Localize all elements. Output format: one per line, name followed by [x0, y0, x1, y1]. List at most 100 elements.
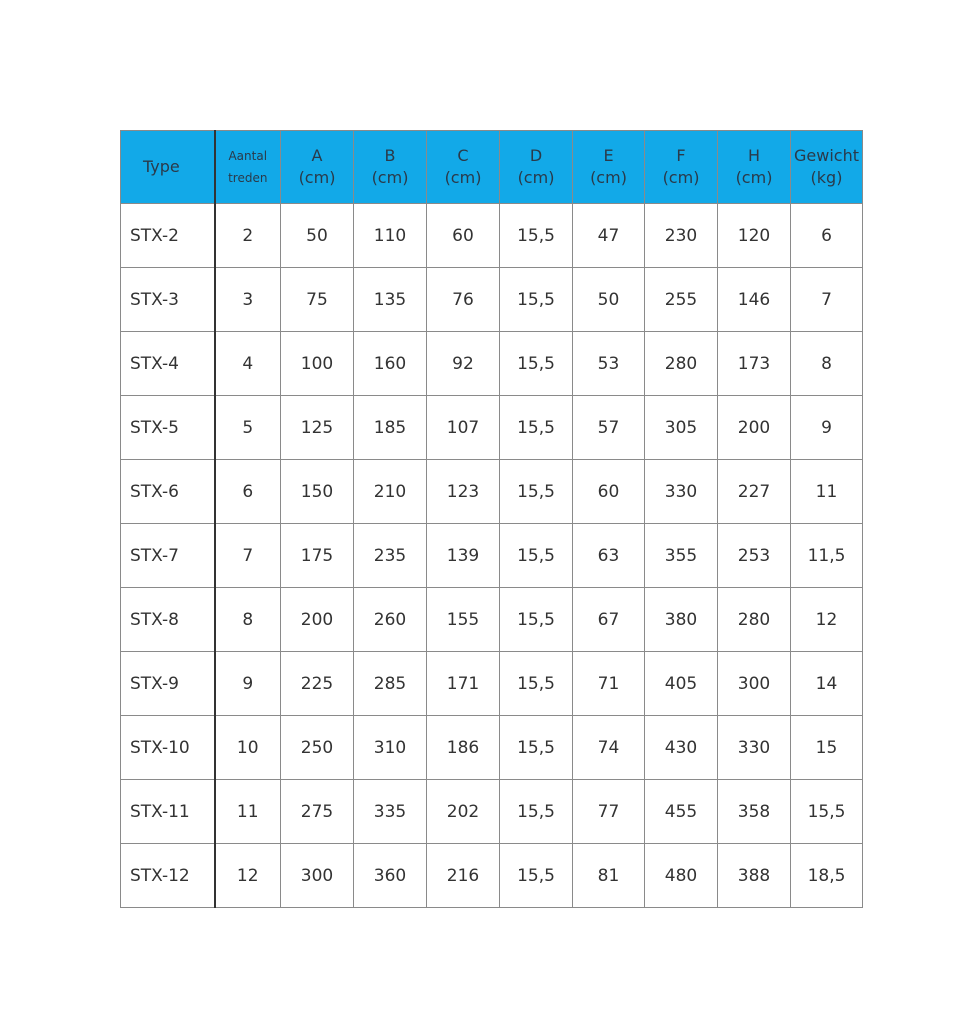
cell-e: 53 — [572, 331, 645, 396]
cell-weight: 9 — [790, 395, 863, 460]
cell-d: 15,5 — [499, 715, 573, 780]
cell-weight: 15,5 — [790, 779, 863, 844]
table-row: STX-11 11 275 335 202 15,5 77 455 358 15,5 — [120, 779, 863, 844]
cell-type: STX-2 — [120, 203, 216, 268]
cell-steps: 5 — [214, 395, 281, 460]
table-row: STX-8 8 200 260 155 15,5 67 380 280 12 — [120, 587, 863, 652]
cell-f: 405 — [644, 651, 718, 716]
cell-h: 300 — [717, 651, 791, 716]
cell-b: 160 — [353, 331, 427, 396]
cell-c: 202 — [426, 779, 500, 844]
cell-weight: 6 — [790, 203, 863, 268]
cell-f: 255 — [644, 267, 718, 332]
cell-e: 63 — [572, 523, 645, 588]
cell-steps: 12 — [214, 843, 281, 908]
cell-e: 50 — [572, 267, 645, 332]
cell-c: 107 — [426, 395, 500, 460]
cell-e: 77 — [572, 779, 645, 844]
cell-f: 455 — [644, 779, 718, 844]
cell-weight: 18,5 — [790, 843, 863, 908]
header-label: B — [384, 146, 396, 165]
cell-a: 75 — [280, 267, 354, 332]
cell-weight: 12 — [790, 587, 863, 652]
table-row: STX-12 12 300 360 216 15,5 81 480 388 18,5 — [120, 843, 863, 908]
cell-b: 310 — [353, 715, 427, 780]
specifications-table: Type Aantal treden A (cm) B (cm) C (cm) D (cm) E (cm… — [120, 130, 863, 908]
cell-e: 60 — [572, 459, 645, 524]
header-unit: (kg) — [810, 168, 843, 187]
cell-steps: 10 — [214, 715, 281, 780]
header-label: C — [457, 146, 469, 165]
cell-d: 15,5 — [499, 779, 573, 844]
cell-b: 185 — [353, 395, 427, 460]
cell-type: STX-4 — [120, 331, 216, 396]
cell-b: 110 — [353, 203, 427, 268]
cell-f: 380 — [644, 587, 718, 652]
cell-h: 280 — [717, 587, 791, 652]
header-weight: Gewicht (kg) — [790, 130, 863, 204]
cell-c: 92 — [426, 331, 500, 396]
cell-a: 200 — [280, 587, 354, 652]
header-unit: treden — [228, 171, 268, 185]
header-unit: (cm) — [590, 168, 627, 187]
cell-steps: 7 — [214, 523, 281, 588]
cell-f: 330 — [644, 459, 718, 524]
cell-h: 227 — [717, 459, 791, 524]
header-unit: (cm) — [662, 168, 700, 187]
cell-b: 235 — [353, 523, 427, 588]
cell-a: 300 — [280, 843, 354, 908]
cell-c: 186 — [426, 715, 500, 780]
cell-type: STX-7 — [120, 523, 216, 588]
cell-steps: 11 — [214, 779, 281, 844]
cell-a: 175 — [280, 523, 354, 588]
cell-a: 250 — [280, 715, 354, 780]
cell-f: 355 — [644, 523, 718, 588]
cell-e: 57 — [572, 395, 645, 460]
cell-d: 15,5 — [499, 843, 573, 908]
header-type: Type — [120, 130, 216, 204]
header-label: F — [676, 146, 686, 165]
cell-d: 15,5 — [499, 203, 573, 268]
header-label: H — [747, 146, 761, 165]
cell-weight: 15 — [790, 715, 863, 780]
cell-a: 100 — [280, 331, 354, 396]
cell-a: 150 — [280, 459, 354, 524]
table-row: STX-3 3 75 135 76 15,5 50 255 146 7 — [120, 267, 863, 332]
cell-steps: 8 — [214, 587, 281, 652]
table-row: STX-9 9 225 285 171 15,5 71 405 300 14 — [120, 651, 863, 716]
cell-b: 285 — [353, 651, 427, 716]
cell-h: 388 — [717, 843, 791, 908]
header-label: A — [311, 146, 323, 165]
cell-f: 230 — [644, 203, 718, 268]
cell-b: 360 — [353, 843, 427, 908]
cell-f: 305 — [644, 395, 718, 460]
cell-e: 81 — [572, 843, 645, 908]
cell-d: 15,5 — [499, 395, 573, 460]
header-e: E (cm) — [572, 130, 645, 204]
cell-f: 480 — [644, 843, 718, 908]
cell-f: 280 — [644, 331, 718, 396]
cell-a: 275 — [280, 779, 354, 844]
header-a: A (cm) — [280, 130, 354, 204]
cell-d: 15,5 — [499, 459, 573, 524]
cell-type: STX-3 — [120, 267, 216, 332]
table-row: STX-6 6 150 210 123 15,5 60 330 227 11 — [120, 459, 863, 524]
header-h: H (cm) — [717, 130, 791, 204]
cell-h: 173 — [717, 331, 791, 396]
cell-weight: 14 — [790, 651, 863, 716]
cell-steps: 2 — [214, 203, 281, 268]
header-unit: (cm) — [298, 168, 336, 187]
cell-type: STX-5 — [120, 395, 216, 460]
cell-c: 139 — [426, 523, 500, 588]
table-row: STX-7 7 175 235 139 15,5 63 355 253 11,5 — [120, 523, 863, 588]
cell-c: 123 — [426, 459, 500, 524]
cell-type: STX-12 — [120, 843, 216, 908]
table-row: STX-4 4 100 160 92 15,5 53 280 173 8 — [120, 331, 863, 396]
header-label: Aantal — [228, 149, 268, 163]
cell-c: 60 — [426, 203, 500, 268]
header-label: Gewicht — [794, 146, 859, 165]
cell-a: 50 — [280, 203, 354, 268]
table-row: STX-5 5 125 185 107 15,5 57 305 200 9 — [120, 395, 863, 460]
cell-steps: 3 — [214, 267, 281, 332]
cell-steps: 6 — [214, 459, 281, 524]
